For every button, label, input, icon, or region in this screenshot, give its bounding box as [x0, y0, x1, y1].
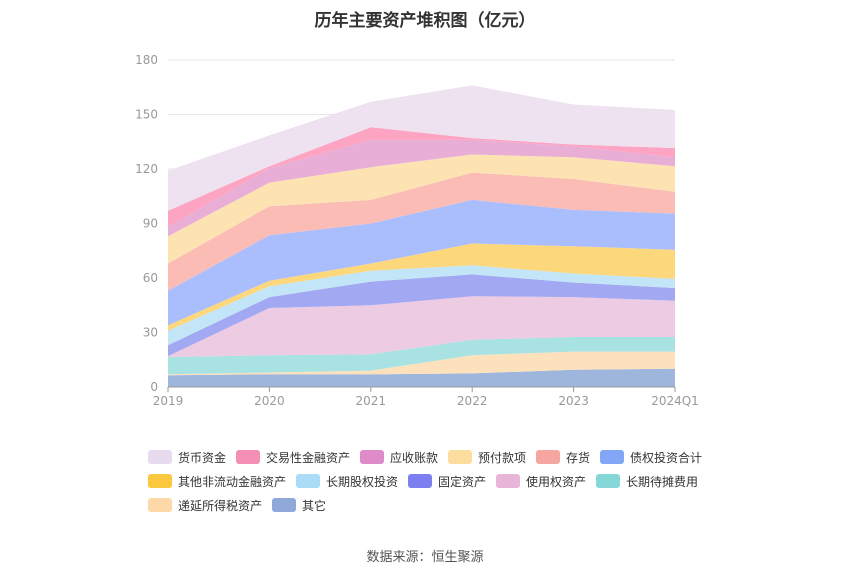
- x-tick-label: 2021: [356, 394, 387, 408]
- legend-swatch: [360, 450, 384, 464]
- y-tick-label: 150: [135, 108, 158, 122]
- y-tick-label: 90: [143, 217, 158, 231]
- area-series: [168, 199, 675, 326]
- chart-title: 历年主要资产堆积图（亿元）: [314, 11, 536, 31]
- legend-swatch: [148, 450, 172, 464]
- legend-swatch: [448, 450, 472, 464]
- legend-swatch: [536, 450, 560, 464]
- legend-label: 存货: [566, 450, 591, 465]
- y-tick-label: 180: [135, 53, 158, 67]
- x-tick-label: 2023: [558, 394, 589, 408]
- legend-item-long-term-prepaid-expenses[interactable]: 长期待摊费用: [596, 473, 698, 489]
- legend-item-cash[interactable]: 货币资金: [148, 449, 226, 465]
- legend-swatch: [148, 474, 172, 488]
- legend-label: 货币资金: [178, 450, 227, 465]
- legend-swatch: [296, 474, 320, 488]
- legend-label: 递延所得税资产: [178, 498, 263, 513]
- legend-item-long-term-equity-investments[interactable]: 长期股权投资: [296, 473, 398, 489]
- area-series: [168, 243, 675, 331]
- legend-swatch: [496, 474, 520, 488]
- legend-label: 使用权资产: [526, 474, 587, 489]
- area-series: [168, 274, 675, 357]
- area-series: [168, 296, 675, 357]
- legend-item-debt-investments[interactable]: 债权投资合计: [600, 449, 702, 465]
- x-tick-label: 2020: [254, 394, 285, 408]
- legend-swatch: [236, 450, 260, 464]
- legend-label: 其它: [302, 498, 327, 513]
- legend-swatch: [148, 498, 172, 512]
- area-series: [168, 172, 675, 291]
- area-series: [168, 368, 675, 387]
- legend-item-deferred-tax-assets[interactable]: 递延所得税资产: [148, 497, 262, 513]
- legend-item-accounts-receivable[interactable]: 应收账款: [360, 449, 438, 465]
- y-tick-label: 0: [150, 380, 158, 394]
- x-tick-label: 2022: [457, 394, 488, 408]
- legend-item-prepayments[interactable]: 预付款项: [448, 449, 526, 465]
- legend-label: 长期待摊费用: [626, 474, 699, 489]
- legend-label: 其他非流动金融资产: [178, 474, 287, 489]
- legend-item-inventory[interactable]: 存货: [536, 449, 590, 465]
- area-series: [168, 154, 675, 264]
- area-series: [168, 265, 675, 346]
- legend-item-right-of-use-assets[interactable]: 使用权资产: [496, 473, 586, 489]
- area-series: [168, 337, 675, 375]
- stacked-area-chart: 0 30 60 90 120 150 180 2019 2020 2021 2022 2023 2024…: [135, 53, 699, 408]
- y-tick-label: 120: [135, 162, 158, 176]
- y-tick-label: 60: [143, 271, 158, 285]
- legend-item-fixed-assets[interactable]: 固定资产: [408, 473, 486, 489]
- x-tick-label: 2024Q1: [651, 394, 699, 408]
- area-series: [168, 139, 675, 237]
- legend-label: 固定资产: [438, 474, 487, 489]
- legend-item-trading-financial-assets[interactable]: 交易性金融资产: [236, 449, 350, 465]
- area-series: [168, 351, 675, 376]
- legend-label: 债权投资合计: [630, 450, 703, 465]
- x-tick-label: 2019: [153, 394, 184, 408]
- legend-label: 应收账款: [390, 450, 439, 465]
- y-tick-label: 30: [143, 326, 158, 340]
- legend-swatch: [272, 498, 296, 512]
- legend-label: 长期股权投资: [326, 474, 399, 489]
- legend-label: 预付款项: [478, 450, 527, 465]
- legend-item-other-noncurrent-financial-assets[interactable]: 其他非流动金融资产: [148, 473, 286, 489]
- legend-item-other[interactable]: 其它: [272, 497, 326, 513]
- legend-label: 交易性金融资产: [266, 450, 351, 465]
- legend-swatch: [596, 474, 620, 488]
- legend-swatch: [408, 474, 432, 488]
- area-series: [168, 85, 675, 211]
- data-source: 数据来源：恒生聚源: [366, 550, 484, 565]
- legend-swatch: [600, 450, 624, 464]
